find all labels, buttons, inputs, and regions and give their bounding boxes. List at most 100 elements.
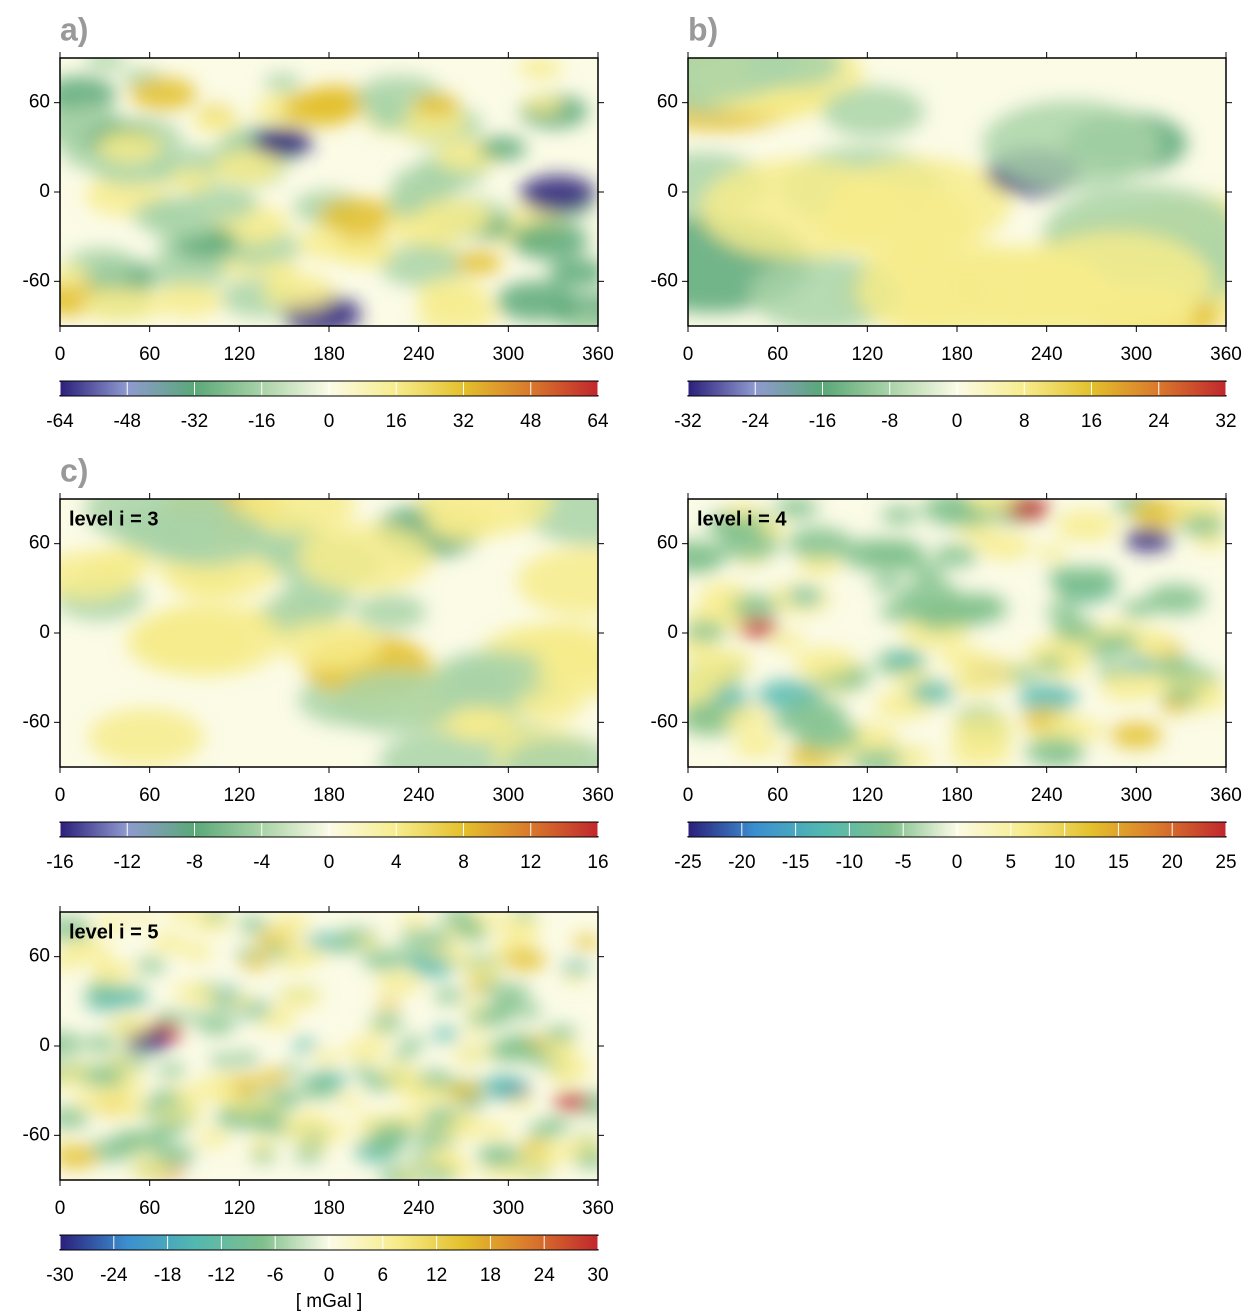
texture-blob	[175, 1106, 206, 1122]
level-label: level i = 4	[697, 508, 787, 530]
colorbar-tick-label: -8	[186, 852, 203, 873]
map-texture	[60, 58, 598, 326]
colorbar-tick-label: -24	[742, 411, 770, 432]
colorbar-tick-label: 20	[1162, 852, 1183, 873]
x-tick-label: 60	[139, 785, 160, 806]
map-field	[60, 912, 598, 1180]
texture-blob	[271, 913, 311, 933]
texture-blob	[118, 984, 145, 998]
x-tick-label: 120	[851, 344, 883, 365]
texture-blob	[456, 924, 489, 941]
colorbar-tick-label: 18	[480, 1265, 501, 1286]
colorbar-tick-label: 16	[587, 852, 608, 873]
x-tick-label: 360	[582, 785, 614, 806]
texture-blob	[553, 1092, 589, 1111]
texture-blob	[318, 197, 391, 234]
panel: 0 60 120 180 240 300 360 -60 0 60 a) -64 -48 -32 -16 0 1…	[23, 11, 614, 432]
texture-blob	[263, 73, 302, 92]
colorbar-tick-label: 24	[1148, 411, 1170, 432]
texture-blob	[430, 658, 519, 703]
texture-blob	[1068, 721, 1107, 740]
texture-blob	[950, 713, 1016, 746]
texture-blob	[943, 245, 1108, 326]
texture-blob	[1052, 618, 1099, 642]
texture-blob	[552, 1144, 581, 1160]
texture-blob	[775, 499, 818, 519]
colorbar-tick-label: 24	[534, 1265, 556, 1286]
texture-blob	[501, 737, 598, 767]
texture-blob	[196, 1130, 230, 1147]
texture-blob	[461, 1097, 485, 1110]
texture-blob	[60, 1032, 83, 1056]
colorbar-tick-label: 30	[587, 1265, 608, 1286]
texture-blob	[281, 89, 357, 127]
texture-blob	[368, 107, 411, 129]
colorbar-tick-label: 0	[952, 852, 963, 873]
texture-blob	[871, 575, 903, 592]
texture-blob	[1045, 603, 1081, 621]
texture-blob	[513, 1003, 542, 1018]
colorbar-tick-label: -20	[728, 852, 755, 873]
texture-blob	[548, 258, 598, 288]
texture-blob	[157, 1010, 183, 1024]
colorbar-tick-label: 10	[1054, 852, 1075, 873]
texture-blob	[86, 546, 154, 580]
texture-blob	[370, 1014, 404, 1032]
texture-blob	[1110, 722, 1163, 749]
texture-blob	[295, 1111, 330, 1129]
texture-blob	[1100, 673, 1156, 701]
colorbar-tick-label: 32	[453, 411, 474, 432]
texture-blob	[489, 999, 521, 1016]
texture-blob	[297, 523, 433, 592]
texture-blob	[484, 912, 509, 924]
texture-blob	[153, 1144, 193, 1165]
texture-blob	[379, 244, 466, 288]
colorbar-tick-label: 0	[324, 1265, 335, 1286]
colorbar-tick-label: -16	[248, 411, 275, 432]
x-tick-label: 60	[767, 785, 788, 806]
map-texture	[688, 499, 1226, 767]
texture-blob	[109, 1015, 151, 1036]
texture-blob	[453, 1046, 487, 1064]
x-tick-label: 240	[403, 785, 435, 806]
texture-blob	[88, 990, 109, 1001]
texture-blob	[147, 207, 213, 241]
texture-blob	[182, 1010, 204, 1021]
texture-blob	[431, 1027, 460, 1042]
texture-blob	[566, 312, 598, 326]
texture-blob	[1153, 656, 1199, 679]
texture-blob	[487, 1039, 533, 1062]
map-field	[60, 499, 598, 767]
x-tick-label: 120	[223, 1198, 255, 1219]
texture-blob	[422, 1107, 461, 1127]
texture-blob	[60, 1070, 83, 1087]
texture-blob	[250, 1139, 275, 1152]
texture-blob	[272, 937, 296, 949]
texture-blob	[513, 912, 537, 919]
texture-blob	[509, 1096, 534, 1109]
x-tick-label: 180	[941, 344, 973, 365]
texture-blob	[204, 912, 228, 920]
x-tick-label: 180	[313, 785, 345, 806]
texture-blob	[1180, 514, 1225, 537]
texture-blob	[504, 949, 547, 971]
texture-blob	[81, 287, 152, 322]
texture-blob	[83, 1035, 117, 1052]
y-tick-label: 60	[29, 92, 50, 113]
x-tick-label: 60	[767, 344, 788, 365]
texture-blob	[770, 632, 805, 650]
texture-blob	[271, 1089, 294, 1101]
texture-blob	[130, 912, 154, 924]
x-tick-label: 300	[1120, 344, 1152, 365]
texture-blob	[519, 175, 597, 214]
colorbar-tick-label: -24	[100, 1265, 128, 1286]
texture-blob	[891, 746, 934, 767]
panel-label: b)	[688, 11, 718, 47]
colorbar-tick-label: -6	[267, 1265, 284, 1286]
texture-blob	[541, 1117, 572, 1133]
texture-blob	[426, 504, 500, 541]
texture-blob	[262, 273, 335, 310]
texture-blob	[414, 930, 452, 949]
